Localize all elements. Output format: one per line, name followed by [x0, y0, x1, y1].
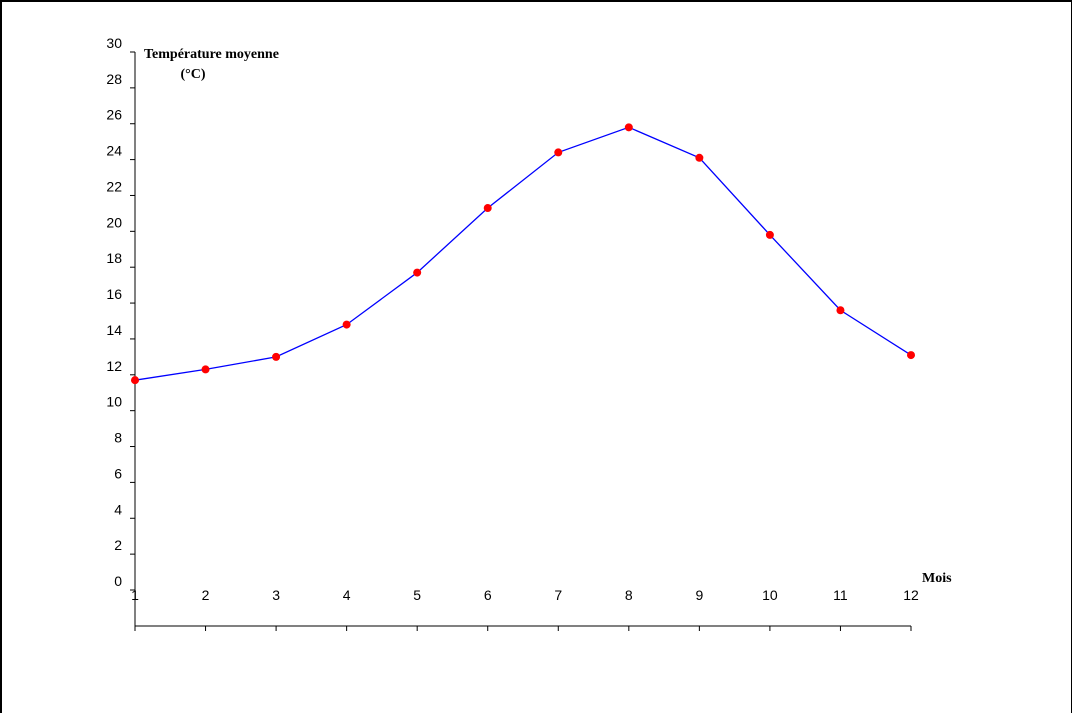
x-tick-label: 2: [202, 587, 210, 603]
y-tick-label: 14: [106, 322, 122, 338]
x-tick-label: 3: [272, 587, 280, 603]
data-point: [836, 306, 845, 315]
data-point: [201, 365, 210, 374]
y-tick-label: 28: [106, 71, 122, 87]
y-tick-label: 12: [106, 358, 122, 374]
y-tick-label: 2: [114, 537, 122, 553]
data-point: [131, 376, 139, 385]
x-tick-label: 6: [484, 587, 492, 603]
data-point: [907, 351, 915, 360]
x-tick-label: 12: [903, 587, 919, 603]
x-tick-label: 9: [695, 587, 703, 603]
data-point: [342, 320, 351, 329]
data-point: [695, 153, 704, 162]
x-tick-label: 8: [625, 587, 633, 603]
y-axis-title-line1: Température moyenne: [144, 47, 279, 62]
y-tick-label: 24: [106, 143, 122, 159]
series-group: [131, 123, 915, 385]
axes: [134, 52, 911, 627]
y-tick-label: 20: [106, 214, 122, 230]
data-point: [624, 123, 633, 132]
y-tick-label: 16: [106, 286, 122, 302]
x-tick-label: 5: [413, 587, 421, 603]
x-tick-label: 10: [762, 587, 778, 603]
y-tick-label: 18: [106, 250, 122, 266]
data-point: [272, 352, 281, 361]
data-point: [483, 204, 492, 213]
y-tick-label: 6: [114, 465, 122, 481]
y-axis-title-line2: (°C): [180, 67, 205, 82]
series-line: [134, 126, 912, 381]
x-axis-title: Mois: [922, 571, 952, 586]
x-axis-ticks: 1 2 3 4 5 6 7 8 9 10 11 12: [131, 587, 919, 631]
data-point: [554, 148, 563, 157]
x-tick-label: 1: [131, 587, 139, 603]
y-tick-label: 26: [106, 107, 122, 123]
y-tick-label: 10: [106, 394, 122, 410]
y-tick-label: 8: [114, 430, 122, 446]
y-tick-label: 30: [106, 35, 122, 51]
y-tick-label: 4: [114, 501, 122, 517]
data-point: [413, 268, 422, 277]
x-tick-label: 7: [554, 587, 562, 603]
y-tick-label: 22: [106, 178, 122, 194]
y-tick-label: 0: [114, 573, 122, 589]
x-tick-label: 11: [833, 587, 848, 603]
data-point: [765, 230, 774, 239]
x-tick-label: 4: [343, 587, 351, 603]
